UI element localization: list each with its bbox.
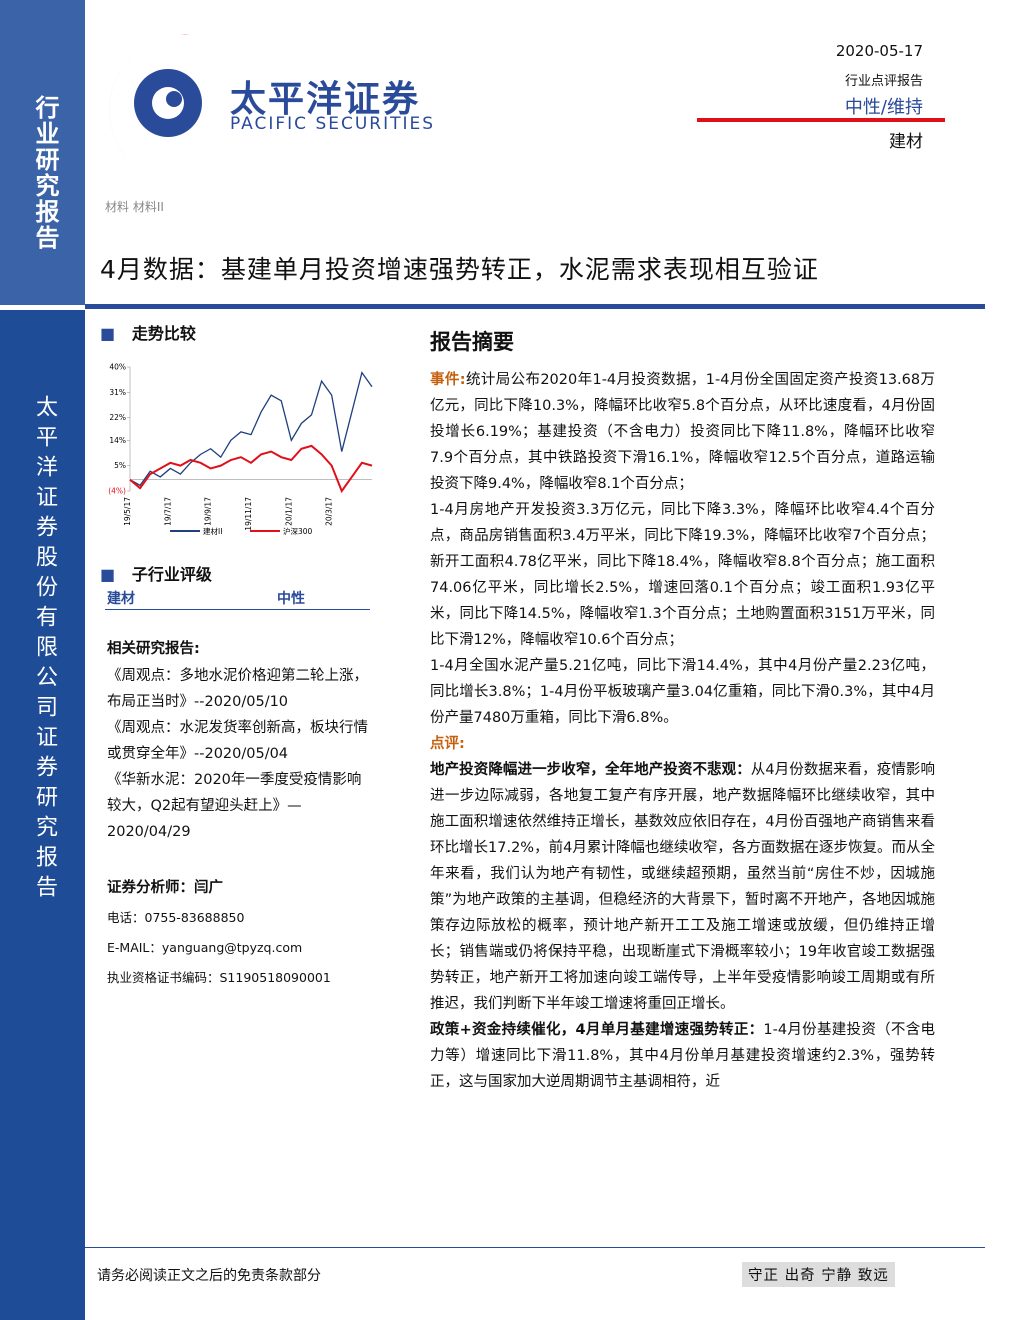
analyst: 证券分析师：闫广 — [107, 880, 223, 896]
y-tick-label: 14% — [109, 436, 126, 445]
sidebar-top-label: 行业研究报告 — [31, 95, 59, 251]
sidebar-bottom — [0, 310, 85, 1320]
related-list: 《周观点：多地水泥价格迎第二轮上涨，布局正当时》--2020/05/10 《周观… — [107, 663, 372, 845]
y-tick-label: 5% — [114, 461, 126, 470]
rating-heading: ■ 子行业评级 — [100, 565, 212, 584]
x-tick-label: 19/11/17 — [244, 497, 253, 531]
lead: 政策+资金持续催化，4月单月基建增速强势转正： — [430, 1022, 764, 1038]
chart: 40% 31% 22% 14% 5% (4%)19/5/17 19/7/17 19/9/17 1… — [108, 363, 373, 536]
x-tick-label: 19/5/17 — [123, 497, 132, 526]
label: 点评: — [430, 736, 465, 752]
related-report: 《周观点：水泥发货率创新高，板块行情或贯穿全年》--2020/05/04 — [107, 720, 368, 762]
report-type: 行业点评报告 — [844, 74, 923, 89]
paragraph: 政策+资金持续催化，4月单月基建增速强势转正：1-4月份基建投资（不含电力等）增… — [430, 1017, 935, 1095]
x-tick-label: 20/3/17 — [325, 497, 334, 526]
rating-heading-text: 子行业评级 — [131, 565, 212, 584]
label: 事件: — [430, 372, 466, 388]
paragraph: 事件:统计局公布2020年1-4月投资数据，1-4月份全国固定资产投资13.68… — [430, 367, 935, 497]
series-line — [129, 371, 373, 487]
logo — [109, 34, 202, 185]
title-rule — [85, 304, 985, 309]
lead: 地产投资降幅进一步收窄，全年地产投资不悲观： — [430, 762, 751, 778]
related-report: 《华新水泥：2020年一季度受疫情影响较大，Q2起有望迎头赶上》—2020/04… — [107, 772, 362, 840]
text: 1-4月份基建投资（不含电力等）增速同比下滑11.8%，其中4月份单月基建投资增… — [430, 1022, 935, 1090]
industry: 建材 — [889, 132, 923, 152]
category: 材料 材料II — [105, 200, 164, 214]
paragraph: 地产投资降幅进一步收窄，全年地产投资不悲观：从4月份数据来看，疫情影响进一步边际… — [430, 757, 935, 1017]
paragraph: 1-4月房地产开发投资3.3万亿元，同比下降3.3%，降幅环比收窄4.4个百分点… — [430, 502, 935, 648]
x-tick-label: 19/9/17 — [204, 497, 213, 526]
series-line — [129, 444, 373, 494]
rating-value: 中性 — [277, 591, 305, 607]
disclaimer: 请务必阅读正文之后的免责条款部分 — [97, 1268, 321, 1284]
legend-label: 建材II — [203, 526, 222, 536]
text: 从4月份数据来看，疫情影响进一步边际减弱，各地复工复产有序开展，地产数据降幅环比… — [430, 762, 935, 1012]
phone: 电话：0755-83688850 — [107, 910, 245, 925]
title: 4月数据：基建单月投资增速强势转正，水泥需求表现相互验证 — [100, 255, 819, 284]
related-heading: 相关研究报告: — [107, 641, 200, 657]
cert: 执业资格证书编码：S1190518090001 — [107, 970, 331, 985]
header-rule — [697, 118, 945, 122]
x-tick-label: 19/7/17 — [163, 497, 172, 526]
email: E-MAIL：yanguang@tpyzq.com — [107, 940, 303, 955]
sidebar-top — [0, 0, 85, 305]
trend-heading-text: 走势比较 — [131, 324, 196, 343]
x-tick-label: 20/1/17 — [284, 497, 293, 526]
company-en: PACIFIC SECURITIES — [230, 114, 436, 134]
company-cn: 太平洋证券 — [230, 79, 421, 120]
rating-rule — [105, 609, 370, 610]
date: 2020-05-17 — [835, 42, 923, 60]
y-tick-label: 40% — [109, 363, 126, 372]
rating-industry: 建材 — [107, 591, 135, 607]
text: 统计局公布2020年1-4月投资数据，1-4月份全国固定资产投资13.68万亿元… — [430, 372, 935, 492]
summary-heading: 报告摘要 — [430, 330, 514, 354]
footer-rule — [85, 1247, 985, 1248]
rating: 中性/维持 — [844, 97, 923, 118]
y-tick-label: (4%) — [108, 487, 126, 496]
legend-label: 沪深300 — [283, 526, 313, 536]
trend-heading: ■ 走势比较 — [100, 324, 196, 343]
motto: 守正 出奇 宁静 致远 — [742, 1262, 895, 1287]
related-report: 《周观点：多地水泥价格迎第二轮上涨，布局正当时》--2020/05/10 — [107, 668, 368, 710]
sidebar-bottom-label: 太平洋证券股份有限公司证券研究报告 — [32, 395, 57, 905]
y-tick-label: 22% — [109, 413, 126, 422]
summary-body: 事件:统计局公布2020年1-4月投资数据，1-4月份全国固定资产投资13.68… — [430, 367, 935, 1095]
paragraph: 1-4月全国水泥产量5.21亿吨，同比下滑14.4%，其中4月份产量2.23亿吨… — [430, 658, 935, 726]
y-tick-label: 31% — [109, 388, 126, 397]
